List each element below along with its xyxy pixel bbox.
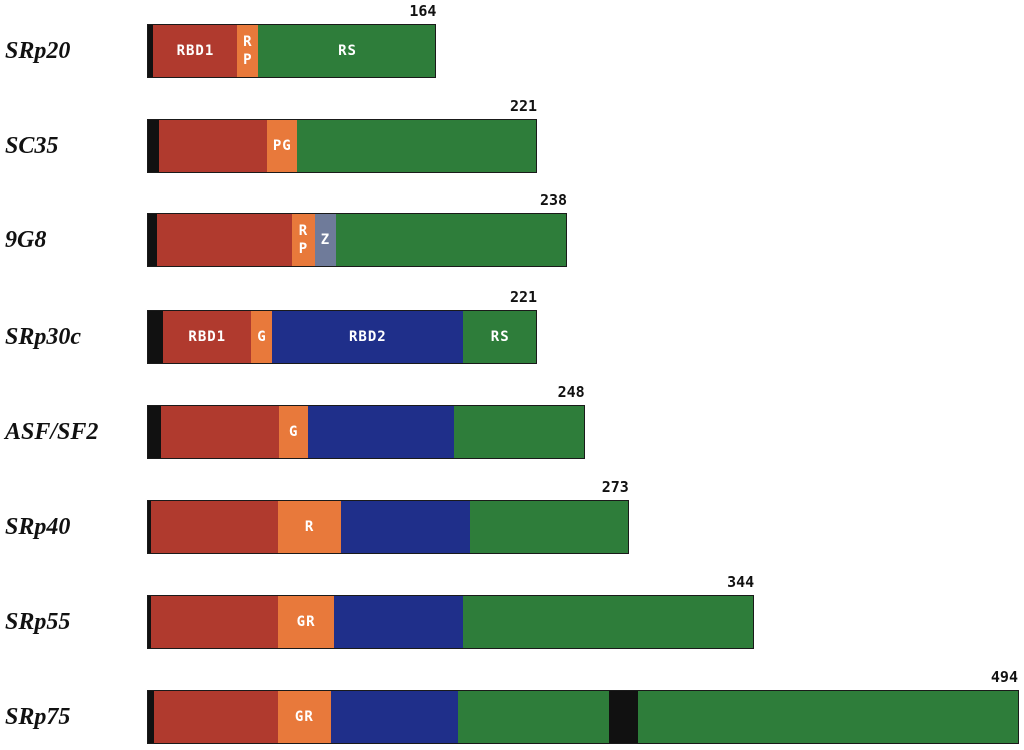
domain-segment-rbd1 [161, 406, 280, 458]
domain-segment-rbd2 [334, 596, 464, 648]
domain-segment-n-terminal [147, 501, 152, 553]
protein-length-label: 344 [727, 573, 755, 591]
protein-row: SRp30c RBD1 G RBD2 RS 221 [0, 288, 1024, 364]
domain-segment-linker: G [279, 406, 309, 458]
domain-segment-n-terminal [148, 214, 158, 266]
protein-bar: RBD1 G RBD2 RS [147, 310, 538, 364]
protein-length-label: 494 [990, 668, 1018, 686]
domain-segment-rs [457, 691, 610, 743]
domain-segment-rbd2 [330, 691, 459, 743]
domain-segment-n-terminal [148, 311, 164, 363]
protein-length-label: 273 [601, 478, 629, 496]
domain-segment-rbd1 [151, 501, 279, 553]
protein-bar: RBD1 R P RS [147, 24, 437, 78]
domain-segment-linker: G [251, 311, 273, 363]
domain-segment-linker: R P [291, 214, 316, 266]
protein-bar: G [147, 405, 585, 459]
domain-segment-rs [297, 120, 537, 172]
domain-segment-rbd1 [154, 691, 279, 743]
protein-name: SRp20 [5, 38, 71, 64]
domain-segment-rbd2: RBD2 [272, 311, 464, 363]
domain-segment-rs: RS [462, 311, 537, 363]
domain-segment-rbd1: RBD1 [153, 25, 238, 77]
domain-segment-n-terminal [147, 406, 162, 458]
domain-segment-linker: GR [277, 596, 335, 648]
domain-segment-rbd2 [341, 501, 471, 553]
protein-name: SRp30c [5, 324, 82, 350]
protein-row: SRp75 GR 494 [0, 668, 1024, 744]
protein-row: SC35 PG 221 [0, 97, 1024, 173]
domain-segment-n-terminal [147, 691, 155, 743]
domain-segment-n-terminal [148, 596, 152, 648]
protein-name: SRp75 [5, 704, 71, 730]
domain-segment-n-terminal [609, 691, 639, 743]
protein-length-label: 238 [539, 191, 568, 209]
domain-segment-rbd1 [159, 120, 268, 172]
domain-segment-rs: RS [258, 25, 436, 77]
protein-row: 9G8 R P Z 238 [0, 191, 1024, 267]
domain-segment-rbd1 [151, 596, 279, 648]
domain-segment-n-terminal [148, 25, 154, 77]
protein-length-label: 248 [557, 383, 585, 401]
domain-segment-rbd1: RBD1 [162, 311, 252, 363]
protein-name: SRp55 [5, 609, 71, 635]
protein-bar: R [147, 500, 629, 554]
domain-segment-z: Z [314, 214, 337, 266]
domain-segment-linker: R P [237, 25, 259, 77]
domain-segment-rs [469, 501, 628, 553]
domain-segment-linker: R [277, 501, 342, 553]
protein-row: ASF/SF2 G 248 [0, 383, 1024, 459]
protein-name: ASF/SF2 [5, 419, 99, 445]
domain-segment-linker: PG [267, 120, 298, 172]
domain-segment-rs [462, 596, 754, 648]
protein-row: SRp55 GR 344 [0, 573, 1024, 649]
protein-length-label: 221 [509, 97, 538, 115]
domain-segment-linker: GR [277, 691, 332, 743]
protein-row: SRp20 RBD1 R P RS 164 [0, 2, 1024, 78]
protein-bar: GR [147, 595, 755, 649]
domain-segment-rbd1 [156, 214, 293, 266]
protein-length-label: 221 [509, 288, 538, 306]
protein-bar: GR [147, 690, 1019, 744]
domain-segment-rs [454, 406, 584, 458]
domain-segment-n-terminal [148, 120, 160, 172]
protein-bar: PG [147, 119, 538, 173]
domain-segment-rs [335, 214, 567, 266]
protein-length-label: 164 [409, 2, 437, 20]
protein-name: SC35 [5, 133, 59, 159]
protein-name: 9G8 [5, 227, 47, 253]
domain-segment-rs [637, 691, 1018, 743]
protein-name: SRp40 [5, 514, 71, 540]
protein-row: SRp40 R 273 [0, 478, 1024, 554]
domain-segment-rbd2 [307, 406, 455, 458]
